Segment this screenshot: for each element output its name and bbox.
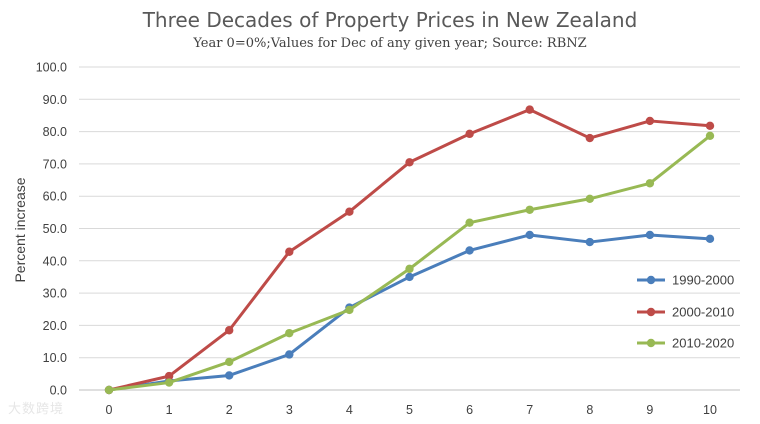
y-tick-label: 30.0 bbox=[43, 287, 67, 301]
legend-marker bbox=[646, 338, 656, 348]
y-tick-label: 50.0 bbox=[43, 222, 67, 236]
legend-item: 2000-2010 bbox=[637, 305, 734, 320]
series-lines bbox=[104, 105, 715, 395]
legend-label: 2010-2020 bbox=[672, 336, 734, 351]
data-point bbox=[525, 105, 534, 114]
x-tick-label: 10 bbox=[703, 403, 717, 417]
legend-label: 2000-2010 bbox=[672, 305, 734, 320]
y-tick-label: 70.0 bbox=[43, 157, 67, 171]
legend-item: 2010-2020 bbox=[637, 336, 734, 351]
y-tick-label: 20.0 bbox=[43, 319, 67, 333]
data-point bbox=[645, 116, 655, 126]
data-point bbox=[525, 230, 534, 240]
data-point bbox=[585, 237, 594, 247]
data-point bbox=[405, 158, 414, 167]
data-point bbox=[465, 218, 474, 227]
series-2010-2020 bbox=[104, 131, 715, 395]
data-point bbox=[225, 357, 234, 367]
data-point bbox=[585, 194, 594, 203]
data-point bbox=[285, 247, 294, 256]
x-tick-label: 1 bbox=[166, 403, 173, 417]
data-point bbox=[164, 371, 174, 381]
legend-marker bbox=[646, 275, 656, 285]
data-point bbox=[285, 328, 294, 338]
x-tick-label: 0 bbox=[106, 403, 113, 417]
data-point bbox=[525, 205, 534, 214]
y-tick-label: 100.0 bbox=[36, 61, 67, 75]
series-1990-2000 bbox=[104, 230, 715, 395]
chart-title: Three Decades of Property Prices in New … bbox=[142, 8, 638, 32]
chart-subtitle: Year 0=0%;Values for Dec of any given ye… bbox=[192, 36, 586, 51]
legend-item: 1990-2000 bbox=[637, 273, 734, 288]
series-line bbox=[107, 233, 712, 392]
x-tick-label: 8 bbox=[586, 403, 593, 417]
data-point bbox=[225, 371, 234, 380]
data-point bbox=[705, 234, 715, 244]
data-point bbox=[465, 129, 474, 139]
series-2000-2010 bbox=[104, 105, 715, 395]
legend-label: 1990-2000 bbox=[672, 273, 734, 288]
y-tick-label: 80.0 bbox=[43, 125, 67, 139]
data-point bbox=[645, 230, 655, 240]
y-axis-label: Percent increase bbox=[12, 177, 28, 282]
data-point bbox=[705, 131, 715, 140]
series-line bbox=[107, 108, 712, 392]
data-point bbox=[225, 326, 234, 335]
data-point bbox=[164, 378, 174, 387]
x-tick-label: 3 bbox=[286, 403, 293, 417]
data-point bbox=[405, 264, 414, 274]
data-point bbox=[345, 207, 354, 216]
legend: 1990-2000 2000-2010 2010-2020 bbox=[637, 273, 734, 351]
watermark: 大数跨境 bbox=[8, 402, 65, 417]
data-point bbox=[585, 133, 594, 143]
y-tick-label: 60.0 bbox=[43, 190, 67, 204]
data-point bbox=[405, 272, 414, 282]
x-tick-label: 6 bbox=[466, 403, 473, 417]
data-point bbox=[345, 305, 354, 315]
y-tick-label: 0.0 bbox=[50, 384, 67, 398]
y-tick-label: 40.0 bbox=[43, 254, 67, 268]
gridlines bbox=[79, 66, 740, 391]
x-tick-label: 7 bbox=[526, 403, 533, 417]
x-tick-label: 4 bbox=[346, 403, 353, 417]
data-point bbox=[104, 385, 114, 395]
y-tick-label: 90.0 bbox=[43, 93, 67, 107]
x-tick-label: 5 bbox=[406, 403, 413, 417]
x-tick-label: 2 bbox=[226, 403, 233, 417]
data-point bbox=[285, 350, 294, 359]
x-tick-label: 9 bbox=[646, 403, 653, 417]
legend-marker bbox=[646, 307, 656, 317]
y-tick-labels: 0.0 10.0 20.0 30.0 40.0 50.0 60.0 70.0 80.0 90.0 1… bbox=[36, 61, 67, 398]
y-tick-label: 10.0 bbox=[43, 351, 67, 365]
data-point bbox=[465, 246, 474, 255]
x-tick-labels: 0 1 2 3 4 5 6 7 8 9 10 bbox=[106, 403, 717, 417]
data-point bbox=[645, 179, 655, 188]
data-point bbox=[705, 121, 715, 130]
